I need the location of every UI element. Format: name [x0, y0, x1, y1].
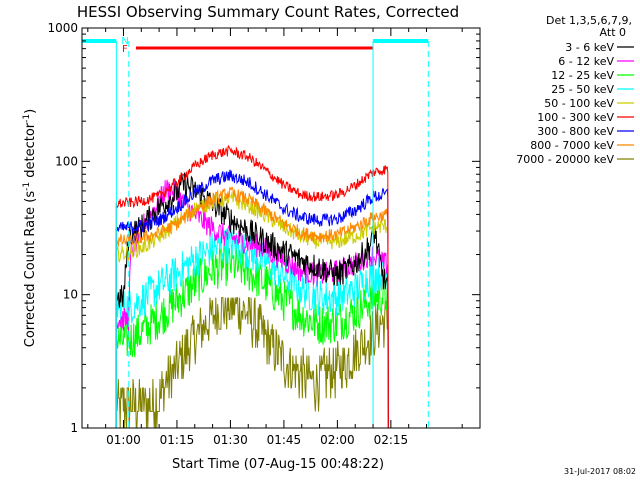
legend-entry-label: 25 - 50 keV [551, 83, 614, 96]
series-line-800-7000-kev [115, 186, 389, 429]
x-tick-label: 02:00 [320, 433, 355, 447]
legend-entry-label: 3 - 6 keV [565, 41, 614, 54]
y-axis-label-sup2: -1 [22, 114, 32, 123]
legend-header-attenuator: Att 0 [600, 26, 626, 39]
legend-entry-label: 6 - 12 keV [558, 55, 614, 68]
y-tick-label: 1 [70, 421, 78, 435]
x-tick-label: 01:45 [267, 433, 302, 447]
x-axis-label: Start Time (07-Aug-15 00:48:22) [172, 457, 384, 472]
y-axis-label-sup1: -1 [22, 182, 32, 191]
x-tick-label: 01:30 [213, 433, 248, 447]
series-line-7000-20000-kev [115, 297, 389, 429]
legend-entry-label: 800 - 7000 keV [530, 139, 614, 152]
y-axis-label-main: Corrected Count Rate (s [23, 191, 38, 348]
legend-entry-label: 50 - 100 keV [544, 97, 614, 110]
legend-entry-label: 100 - 300 keV [537, 111, 614, 124]
series-line-25-50-kev [115, 228, 389, 429]
series-line-300-800-kev [115, 169, 389, 429]
y-tick-label: 10 [63, 288, 78, 302]
y-tick-label: 100 [55, 154, 78, 168]
y-tick-label: 1000 [47, 21, 78, 35]
y-axis-label: Corrected Count Rate (s-1 detector-1) [22, 109, 38, 347]
y-axis-label-end: ) [23, 109, 38, 114]
legend-header-detectors: Det 1,3,5,6,7,9, [546, 14, 632, 27]
legend-entry-label: 7000 - 20000 keV [516, 153, 614, 166]
legend-entry-label: 300 - 800 keV [537, 125, 614, 138]
y-axis-label-mid: detector [23, 122, 38, 182]
series-layer [115, 144, 389, 429]
plot-frame [81, 27, 481, 429]
x-tick-label: 01:15 [160, 433, 195, 447]
series-line-12-25-kev [115, 243, 389, 429]
footer-timestamp: 31-Jul-2017 08:02 [564, 467, 636, 476]
flags-layer: FN [82, 36, 429, 428]
chart-title: HESSI Observing Summary Count Rates, Cor… [77, 3, 459, 21]
night-flag-label: N [121, 36, 128, 47]
flare-flag-label: F [122, 44, 128, 55]
series-line-100-300-kev [115, 144, 389, 429]
legend-entry-label: 12 - 25 keV [551, 69, 614, 82]
x-tick-label: 01:00 [106, 433, 141, 447]
series-line-50-100-kev [115, 192, 389, 429]
axes-layer: 01:00 01:15 01:30 01:45 02:00 02:15 1 10 100 1000 [47, 21, 480, 447]
x-tick-label: 02:15 [374, 433, 409, 447]
